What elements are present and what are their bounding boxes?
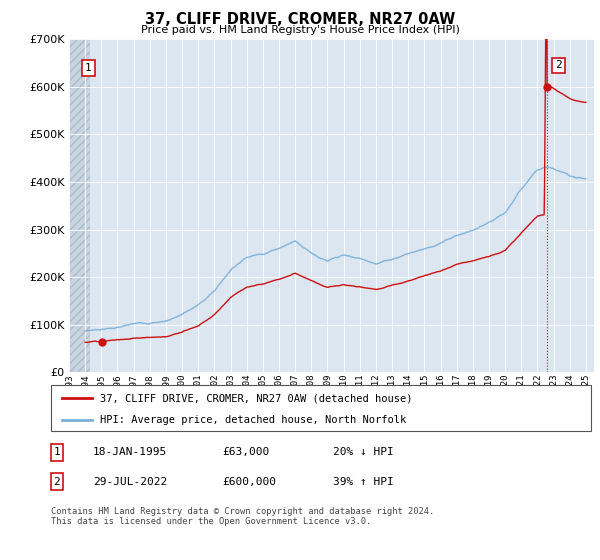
Text: £600,000: £600,000 [222,477,276,487]
Text: Contains HM Land Registry data © Crown copyright and database right 2024.
This d: Contains HM Land Registry data © Crown c… [51,507,434,526]
Text: 39% ↑ HPI: 39% ↑ HPI [333,477,394,487]
Text: £63,000: £63,000 [222,447,269,458]
Text: 1: 1 [53,447,61,458]
Text: 20% ↓ HPI: 20% ↓ HPI [333,447,394,458]
Text: Price paid vs. HM Land Registry's House Price Index (HPI): Price paid vs. HM Land Registry's House … [140,25,460,35]
Text: 18-JAN-1995: 18-JAN-1995 [93,447,167,458]
Text: 2: 2 [53,477,61,487]
Text: 2: 2 [555,60,562,71]
Text: 1: 1 [85,63,92,73]
FancyBboxPatch shape [51,385,591,431]
Text: 37, CLIFF DRIVE, CROMER, NR27 0AW: 37, CLIFF DRIVE, CROMER, NR27 0AW [145,12,455,27]
Text: 29-JUL-2022: 29-JUL-2022 [93,477,167,487]
Text: 37, CLIFF DRIVE, CROMER, NR27 0AW (detached house): 37, CLIFF DRIVE, CROMER, NR27 0AW (detac… [100,393,412,403]
Bar [69,39,90,372]
Text: HPI: Average price, detached house, North Norfolk: HPI: Average price, detached house, Nort… [100,415,406,424]
